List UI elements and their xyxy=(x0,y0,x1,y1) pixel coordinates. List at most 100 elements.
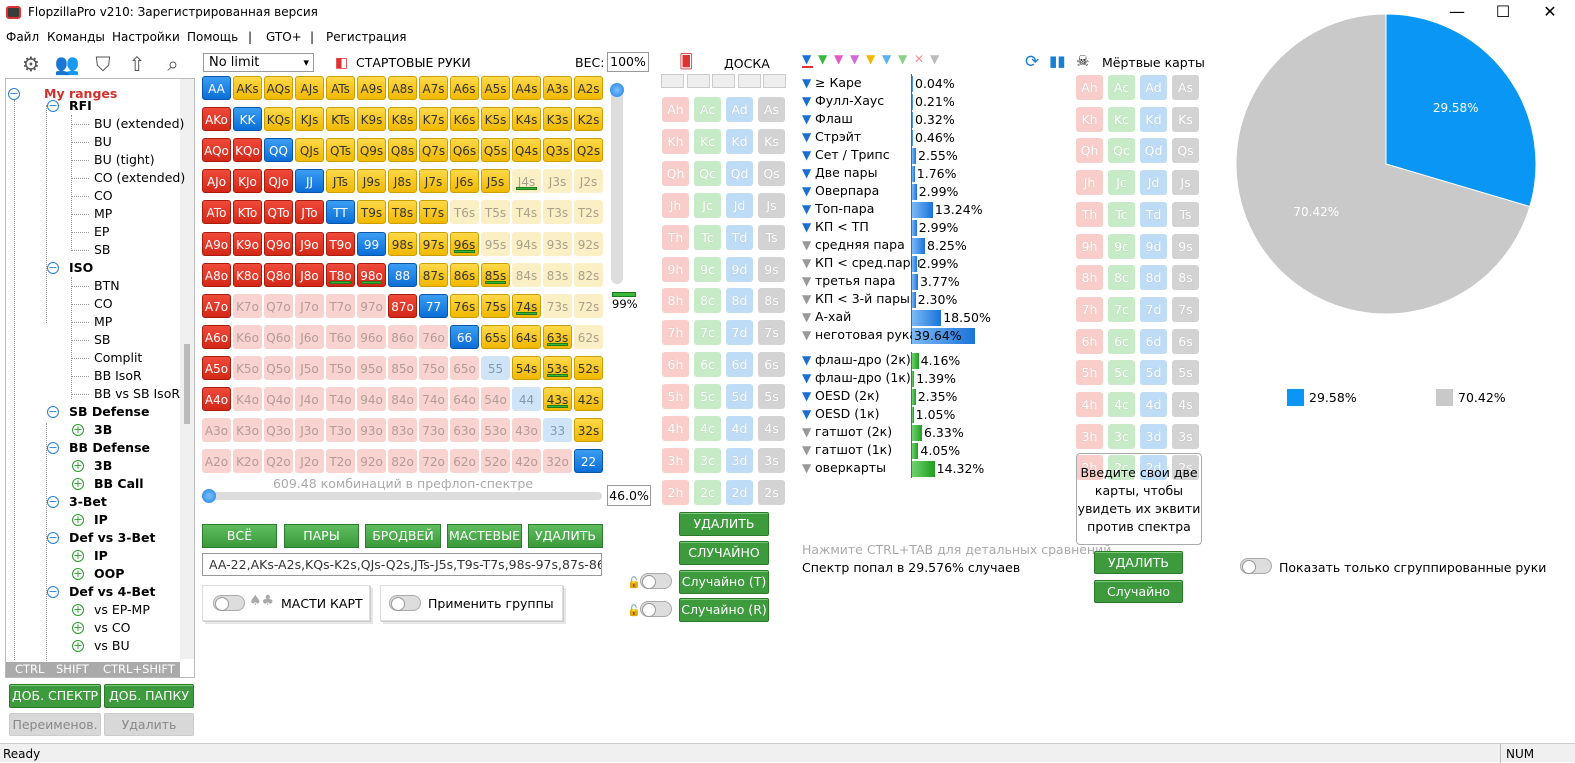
hand-cell-A2s[interactable]: A2s xyxy=(574,76,603,100)
hand-cell-T4s[interactable]: T4s xyxy=(512,200,541,225)
hand-cell-87s[interactable]: 87s xyxy=(419,262,448,287)
hand-cell-K3o[interactable]: K3o xyxy=(233,418,262,443)
chart-icon[interactable]: ▮▮ xyxy=(1049,52,1066,70)
minimize-icon[interactable]: — xyxy=(1449,2,1465,21)
expand-icon[interactable]: + xyxy=(72,621,84,634)
hand-cell-84s[interactable]: 84s xyxy=(512,262,541,287)
dead-card-Td[interactable]: Td xyxy=(1140,201,1167,227)
hand-cell-TT[interactable]: TT xyxy=(326,200,355,225)
filter-icon[interactable]: ▼ xyxy=(802,353,812,367)
filter-icon[interactable]: ▼ xyxy=(802,202,812,216)
hand-cell-KQo[interactable]: KQo xyxy=(233,138,262,163)
hand-cell-65o[interactable]: 65o xyxy=(450,355,479,380)
board-card-7c[interactable]: 7c xyxy=(694,320,721,346)
expand-icon[interactable]: + xyxy=(72,549,84,562)
hand-cell-ATs[interactable]: ATs xyxy=(326,76,355,100)
range-text-field[interactable]: AA-22,AKs-A2s,KQs-K2s,QJs-Q2s,JTs-J5s,T9… xyxy=(202,553,602,576)
hand-cell-96s[interactable]: 96s xyxy=(450,231,479,256)
hand-cell-42s[interactable]: 42s xyxy=(574,387,603,411)
hand-cell-T7o[interactable]: T7o xyxy=(326,293,355,318)
stat-row[interactable]: ▼ третья пара xyxy=(802,273,895,288)
board-slot[interactable] xyxy=(712,74,735,88)
hand-cell-T2s[interactable]: T2s xyxy=(574,200,603,225)
hand-cell-T9s[interactable]: T9s xyxy=(357,200,386,225)
board-card-3d[interactable]: 3d xyxy=(726,447,753,473)
filter-icon[interactable]: ▼ xyxy=(802,371,812,385)
hand-cell-KJo[interactable]: KJo xyxy=(233,169,262,194)
dead-card-7h[interactable]: 7h xyxy=(1076,296,1103,322)
stat-row[interactable]: ▼ Фулл-Хаус xyxy=(802,93,884,108)
tree-item[interactable]: SB xyxy=(94,332,111,347)
hand-cell-97s[interactable]: 97s xyxy=(419,231,448,256)
menu-settings[interactable]: Настройки xyxy=(112,30,180,44)
hand-cell-75o[interactable]: 75o xyxy=(419,355,448,380)
hand-cell-99[interactable]: 99 xyxy=(357,231,386,256)
stat-row[interactable]: ▼ флаш-дро (2к) xyxy=(802,352,911,367)
hand-cell-K8o[interactable]: K8o xyxy=(233,262,262,287)
dead-card-5c[interactable]: 5c xyxy=(1108,360,1135,386)
hand-cell-A7s[interactable]: A7s xyxy=(419,76,448,100)
hand-cell-K9s[interactable]: K9s xyxy=(357,107,386,132)
hand-cell-Q4o[interactable]: Q4o xyxy=(264,387,293,411)
filter-icon[interactable]: ▼ xyxy=(802,130,812,144)
hand-cell-KTs[interactable]: KTs xyxy=(326,107,355,132)
filter-icon[interactable]: ⛉ xyxy=(95,52,111,76)
hand-cell-J7o[interactable]: J7o xyxy=(295,293,324,318)
board-card-8s[interactable]: 8s xyxy=(758,288,785,314)
filter-icon[interactable]: ▼ xyxy=(802,328,812,342)
tree-item[interactable]: vs BU xyxy=(94,638,130,653)
tree-item[interactable]: BU (tight) xyxy=(94,152,155,167)
hand-cell-A5s[interactable]: A5s xyxy=(481,76,510,100)
dead-card-5s[interactable]: 5s xyxy=(1172,360,1199,386)
hand-cell-A9s[interactable]: A9s xyxy=(357,76,386,100)
stat-row[interactable]: ▼ ≥ Каре xyxy=(802,75,862,90)
hand-cell-J8s[interactable]: J8s xyxy=(388,169,417,194)
hand-cell-ATo[interactable]: ATo xyxy=(202,200,231,225)
board-card-Jd[interactable]: Jd xyxy=(726,192,753,218)
hand-cell-77[interactable]: 77 xyxy=(419,293,448,318)
dead-card-6c[interactable]: 6c xyxy=(1108,328,1135,354)
hand-cell-T5o[interactable]: T5o xyxy=(326,355,355,380)
hand-cell-64o[interactable]: 64o xyxy=(450,387,479,411)
random-river-button[interactable]: Случайно (R) xyxy=(679,598,769,622)
hand-cell-94s[interactable]: 94s xyxy=(512,231,541,256)
hand-cell-73o[interactable]: 73o xyxy=(419,418,448,443)
board-card-4d[interactable]: 4d xyxy=(726,416,753,441)
hand-cell-QTo[interactable]: QTo xyxy=(264,200,293,225)
hand-entry-box[interactable]: Введите свои две карты, чтобы увидеть их… xyxy=(1076,453,1202,545)
tree-item[interactable]: vs EP-MP xyxy=(94,602,150,617)
board-card-Jc[interactable]: Jc xyxy=(694,192,721,218)
dead-card-4s[interactable]: 4s xyxy=(1172,392,1199,417)
tree-item[interactable]: RFI xyxy=(69,98,92,113)
tree-item[interactable]: IP xyxy=(94,548,108,563)
board-card-Qc[interactable]: Qc xyxy=(694,160,721,186)
tree-scrollbar[interactable] xyxy=(180,79,194,659)
hand-cell-J3s[interactable]: J3s xyxy=(543,169,572,194)
board-card-8h[interactable]: 8h xyxy=(662,288,689,314)
board-card-7s[interactable]: 7s xyxy=(758,320,785,346)
export-icon[interactable]: ⇧ xyxy=(128,52,146,76)
hand-cell-98o[interactable]: 98o xyxy=(357,262,386,287)
board-card-9d[interactable]: 9d xyxy=(726,256,753,282)
board-card-4c[interactable]: 4c xyxy=(694,416,721,441)
board-slot[interactable] xyxy=(661,74,684,88)
dead-card-5d[interactable]: 5d xyxy=(1140,360,1167,386)
grouped-hands-toggle[interactable] xyxy=(1240,558,1272,574)
hand-cell-A4s[interactable]: A4s xyxy=(512,76,541,100)
hand-cell-43s[interactable]: 43s xyxy=(543,387,572,411)
hand-cell-AJs[interactable]: AJs xyxy=(295,76,324,100)
board-card-6d[interactable]: 6d xyxy=(726,352,753,378)
hand-cell-A5o[interactable]: A5o xyxy=(202,355,231,380)
lock-turn-toggle[interactable] xyxy=(640,573,672,589)
hand-cell-J9s[interactable]: J9s xyxy=(357,169,386,194)
stat-row[interactable]: ▼ OESD (2к) xyxy=(802,388,880,403)
tree-item[interactable]: BU (extended) xyxy=(94,116,185,131)
range-pct-input[interactable]: 46.0% xyxy=(607,485,651,506)
hand-cell-43o[interactable]: 43o xyxy=(512,418,541,443)
hand-cell-AJo[interactable]: AJo xyxy=(202,169,231,194)
hand-cell-J2o[interactable]: J2o xyxy=(295,449,324,474)
hand-cell-94o[interactable]: 94o xyxy=(357,387,386,411)
stat-row[interactable]: ▼ гатшот (2к) xyxy=(802,424,892,439)
hand-cell-Q8s[interactable]: Q8s xyxy=(388,138,417,163)
dead-random-button[interactable]: Случайно xyxy=(1094,580,1183,603)
